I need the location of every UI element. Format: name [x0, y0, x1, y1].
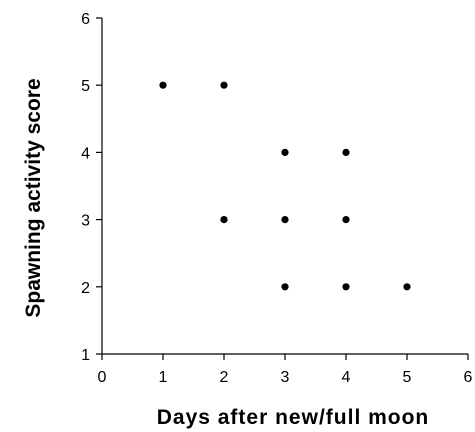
- y-axis-ticks: 1 2 3 4 5 6: [81, 11, 102, 364]
- x-tick-label: 2: [220, 369, 229, 386]
- y-tick-label: 3: [81, 213, 90, 230]
- y-axis-title: Spawning activity score: [22, 78, 45, 317]
- data-point: [159, 81, 167, 89]
- data-point: [281, 148, 289, 156]
- data-points: [159, 81, 411, 291]
- y-tick-label: 4: [81, 145, 90, 162]
- y-tick-label: 6: [81, 11, 90, 28]
- data-point: [281, 216, 289, 224]
- data-point: [342, 283, 350, 291]
- x-tick-label: 3: [281, 369, 290, 386]
- x-tick-label: 4: [342, 369, 351, 386]
- y-tick-label: 1: [81, 347, 90, 364]
- data-point: [220, 81, 228, 89]
- x-axis-title: Days after new/full moon: [157, 406, 430, 429]
- x-tick-label: 6: [464, 369, 473, 386]
- y-tick-label: 2: [81, 280, 90, 297]
- data-point: [220, 216, 228, 224]
- x-tick-label: 0: [98, 369, 107, 386]
- data-point: [342, 216, 350, 224]
- x-tick-label: 1: [159, 369, 168, 386]
- data-point: [342, 148, 350, 156]
- data-point: [403, 283, 411, 291]
- x-tick-label: 5: [403, 369, 412, 386]
- data-point: [281, 283, 289, 291]
- y-tick-label: 5: [81, 78, 90, 95]
- x-axis-ticks: 0 1 2 3 4 5 6: [98, 354, 473, 386]
